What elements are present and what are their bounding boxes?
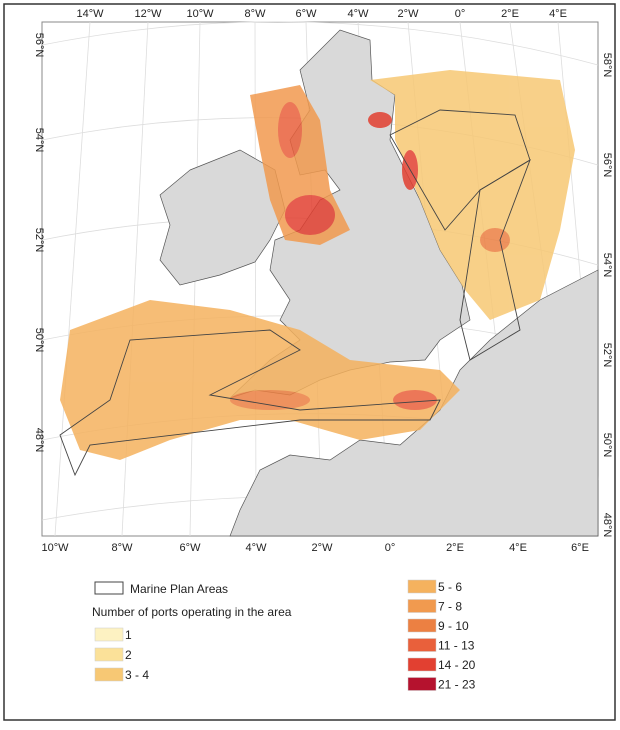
top-label: 4°E (549, 8, 567, 20)
bottom-label: 8°W (112, 542, 134, 554)
left-label: 48°N (33, 428, 45, 453)
bottom-label: 6°E (571, 542, 589, 554)
legend-label: 1 (125, 628, 132, 642)
legend-swatch (407, 618, 437, 633)
legend-boundary-label: Marine Plan Areas (130, 582, 228, 596)
legend-classes: 1 2 3 - 4 5 - 6 7 - 8 9 - 10 11 - 13 14 - 20 21 … (94, 579, 476, 692)
graticule-labels: 14°W 12°W 10°W 8°W 6°W 4°W 2°W 0° 2°E 4°E 10°W 8°W 6… (33, 8, 613, 554)
right-label: 58°N (601, 53, 613, 78)
top-label: 14°W (76, 8, 104, 20)
legend-label: 21 - 23 (438, 678, 476, 692)
legend-swatch (407, 599, 437, 613)
hotspot (480, 228, 510, 252)
hotspot (368, 112, 392, 128)
map (41, 21, 599, 537)
hotspot (393, 390, 437, 410)
top-label: 0° (455, 8, 466, 20)
left-label: 50°N (33, 328, 45, 353)
hotspot (285, 195, 335, 235)
legend-label: 2 (125, 648, 132, 662)
right-label: 52°N (601, 343, 613, 368)
legend-swatch (94, 647, 124, 662)
bottom-label: 6°W (180, 542, 202, 554)
legend-swatch (94, 667, 124, 682)
left-label: 56°N (33, 33, 45, 58)
hotspot (278, 102, 302, 158)
legend-title: Number of ports operating in the area (92, 605, 292, 619)
bottom-label: 2°W (312, 542, 334, 554)
top-label: 12°W (134, 8, 162, 20)
legend-label: 9 - 10 (438, 619, 469, 633)
right-label: 54°N (601, 253, 613, 278)
legend-swatch (94, 627, 124, 642)
marine-plan-areas (59, 109, 531, 477)
top-label: 4°W (348, 8, 370, 20)
right-label: 48°N (601, 513, 613, 538)
legend-label: 7 - 8 (438, 600, 462, 614)
bottom-label: 0° (385, 542, 396, 554)
top-label: 10°W (186, 8, 214, 20)
bottom-label: 2°E (446, 542, 464, 554)
legend-boundary-swatch (94, 581, 124, 595)
land (159, 29, 599, 537)
right-label: 56°N (601, 153, 613, 178)
continent (229, 269, 599, 537)
legend-swatch (407, 579, 437, 594)
legend-swatch (407, 638, 437, 652)
left-label: 54°N (33, 128, 45, 153)
right-label: 50°N (601, 433, 613, 458)
north-sea-area (370, 70, 575, 320)
legend-swatch (407, 657, 437, 672)
bottom-label: 10°W (41, 542, 69, 554)
top-label: 8°W (245, 8, 267, 20)
left-label: 52°N (33, 228, 45, 253)
legend-swatch (407, 677, 437, 691)
legend: Marine Plan Areas Number of ports operat… (92, 579, 476, 692)
bottom-label: 4°E (509, 542, 527, 554)
legend-label: 3 - 4 (125, 668, 149, 682)
top-label: 6°W (296, 8, 318, 20)
bottom-label: 4°W (246, 542, 268, 554)
legend-label: 11 - 13 (438, 639, 475, 653)
legend-label: 14 - 20 (438, 658, 476, 672)
top-label: 2°W (398, 8, 420, 20)
hotspot (230, 390, 310, 410)
legend-label: 5 - 6 (438, 580, 462, 594)
top-label: 2°E (501, 8, 519, 20)
